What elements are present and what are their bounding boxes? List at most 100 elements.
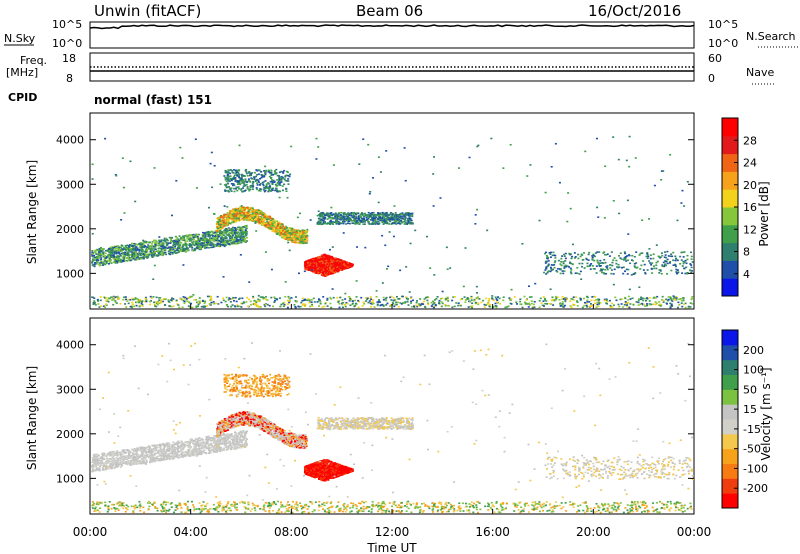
data-cell: [150, 297, 153, 299]
data-cell: [198, 247, 201, 250]
data-cell: [213, 231, 216, 234]
data-cell: [654, 297, 657, 299]
data-cell: [379, 213, 382, 215]
data-cell: [162, 242, 165, 244]
data-cell: [100, 260, 103, 263]
data-cell: [370, 305, 373, 308]
data-cell: [225, 185, 228, 187]
data-cell: [334, 215, 337, 218]
data-cell: [324, 302, 327, 305]
data-cell: [282, 305, 285, 308]
data-cell: [579, 299, 582, 301]
data-cell: [119, 258, 122, 261]
data-cell: [243, 175, 246, 177]
data-cell: [673, 298, 676, 301]
data-cell: [129, 247, 132, 250]
data-cell: [338, 306, 341, 309]
data-cell: [113, 256, 116, 258]
data-cell: [231, 304, 234, 306]
data-cell: [155, 296, 158, 299]
data-cell: [266, 187, 269, 190]
data-cell: [210, 301, 213, 304]
data-cell: [119, 253, 122, 256]
data-cell: [418, 304, 421, 307]
data-cell: [127, 245, 130, 247]
data-cell: [218, 235, 221, 238]
data-cell: [236, 238, 239, 241]
data-cell: [172, 244, 175, 247]
data-cell: [251, 215, 254, 217]
data-cell: [271, 188, 274, 190]
data-cell: [215, 233, 218, 235]
data-cell: [179, 244, 182, 246]
data-cell: [347, 222, 350, 224]
data-cell: [121, 256, 124, 259]
data-cell: [476, 297, 479, 300]
data-cell: [237, 231, 240, 233]
data-cell: [393, 305, 396, 308]
data-cell: [176, 237, 179, 239]
data-cell: [561, 298, 564, 300]
data-cell: [224, 300, 227, 303]
data-cell: [597, 298, 600, 301]
data-cell: [230, 179, 233, 182]
data-cell: [444, 297, 447, 300]
data-cell: [268, 304, 271, 307]
data-cell: [175, 242, 178, 244]
data-cell: [215, 302, 218, 305]
data-cell: [288, 232, 291, 234]
data-cell: [338, 300, 341, 302]
data-cell: [381, 221, 384, 223]
data-cell: [301, 299, 304, 302]
data-cell: [357, 299, 360, 302]
data-cell: [257, 173, 260, 176]
data-cell: [551, 296, 554, 299]
data-cell: [389, 213, 392, 216]
data-cell: [183, 302, 186, 305]
data-cell: [402, 302, 405, 304]
data-cell: [246, 186, 249, 188]
data-cell: [606, 300, 609, 303]
data-cell: [244, 169, 247, 172]
data-cell: [98, 249, 101, 252]
data-cell: [114, 262, 117, 264]
data-cell: [318, 222, 321, 225]
data-cell: [154, 246, 157, 248]
data-cell: [184, 242, 187, 245]
data-cell: [519, 303, 522, 305]
data-cell: [670, 304, 673, 307]
data-cell: [212, 237, 215, 239]
data-cell: [270, 220, 273, 223]
data-cell: [91, 264, 94, 266]
data-cell: [213, 302, 216, 305]
data-cell: [119, 260, 122, 263]
cpid-value: normal (fast) 151: [94, 93, 212, 107]
data-cell: [385, 299, 388, 302]
data-cell: [235, 300, 238, 303]
data-cell: [206, 305, 209, 307]
data-cell: [226, 220, 229, 223]
data-cell: [385, 212, 388, 214]
data-cell: [392, 302, 395, 304]
data-cell: [515, 303, 518, 305]
data-cell: [471, 302, 474, 305]
data-cell: [306, 299, 309, 302]
data-cell: [562, 298, 565, 300]
data-cell: [131, 303, 134, 306]
data-cell: [175, 299, 178, 302]
data-cell: [345, 223, 348, 225]
data-cell: [164, 298, 167, 300]
data-cell: [264, 296, 267, 298]
data-cell: [214, 244, 217, 247]
data-cell: [637, 301, 640, 304]
data-cell: [244, 228, 247, 230]
data-cell: [326, 299, 329, 301]
data-cell: [128, 246, 131, 248]
data-cell: [371, 214, 374, 216]
data-cell: [457, 304, 460, 307]
data-cell: [161, 300, 164, 303]
data-cell: [367, 211, 370, 214]
data-cell: [178, 235, 181, 237]
data-cell: [222, 237, 225, 240]
